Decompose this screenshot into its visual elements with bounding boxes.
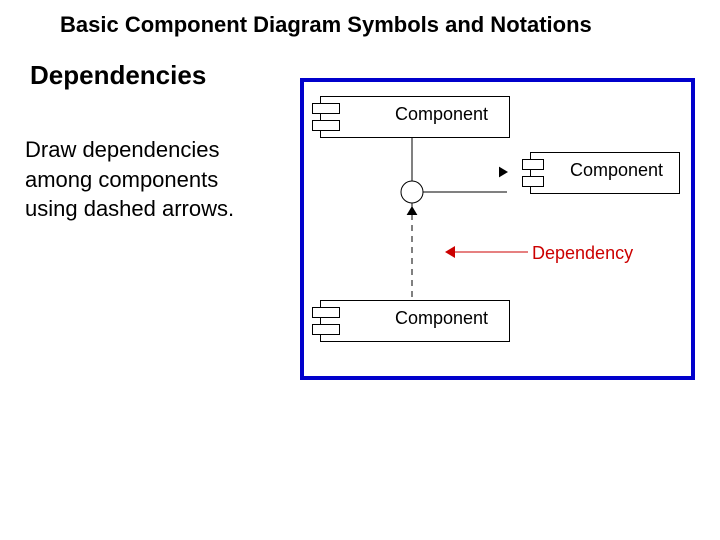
component-1-tab-1 [312,103,340,114]
component-2-tab-1 [522,159,544,170]
body-line-2: among components [25,167,218,192]
dependency-label: Dependency [532,243,633,264]
component-2-tab-2 [522,176,544,187]
component-1-label: Component [395,104,488,125]
page-title: Basic Component Diagram Symbols and Nota… [60,12,592,38]
section-heading: Dependencies [30,60,206,91]
component-3-tab-1 [312,307,340,318]
description-text: Draw dependencies among components using d… [25,135,234,224]
component-2-label: Component [570,160,663,181]
body-line-3: using dashed arrows. [25,196,234,221]
body-line-1: Draw dependencies [25,137,219,162]
component-3-label: Component [395,308,488,329]
component-3-tab-2 [312,324,340,335]
component-1-tab-2 [312,120,340,131]
